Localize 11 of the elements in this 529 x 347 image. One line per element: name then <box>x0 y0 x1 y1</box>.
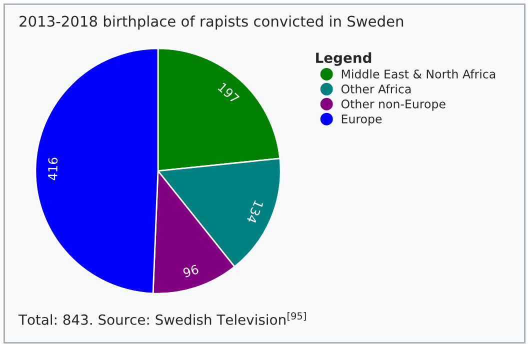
text: Total: 843. Source: Swedish Television$^{[95]}$ <box>18 312 306 325</box>
data-label: 197 <box>218 82 240 104</box>
legend-label: Europe <box>342 114 382 126</box>
legend-label: Other non-Europe <box>341 99 446 111</box>
legend-title: Legend <box>316 52 372 66</box>
data-label: 416 <box>48 158 58 180</box>
data-label: 96 <box>182 264 200 278</box>
legend-label: Other Africa <box>341 84 411 94</box>
data-label: 134 <box>246 200 264 224</box>
legend-label: Middle East & North Africa <box>342 69 496 78</box>
chart-title: 2013-2018 birthplace of rapists convicted in Sweden <box>20 16 404 30</box>
